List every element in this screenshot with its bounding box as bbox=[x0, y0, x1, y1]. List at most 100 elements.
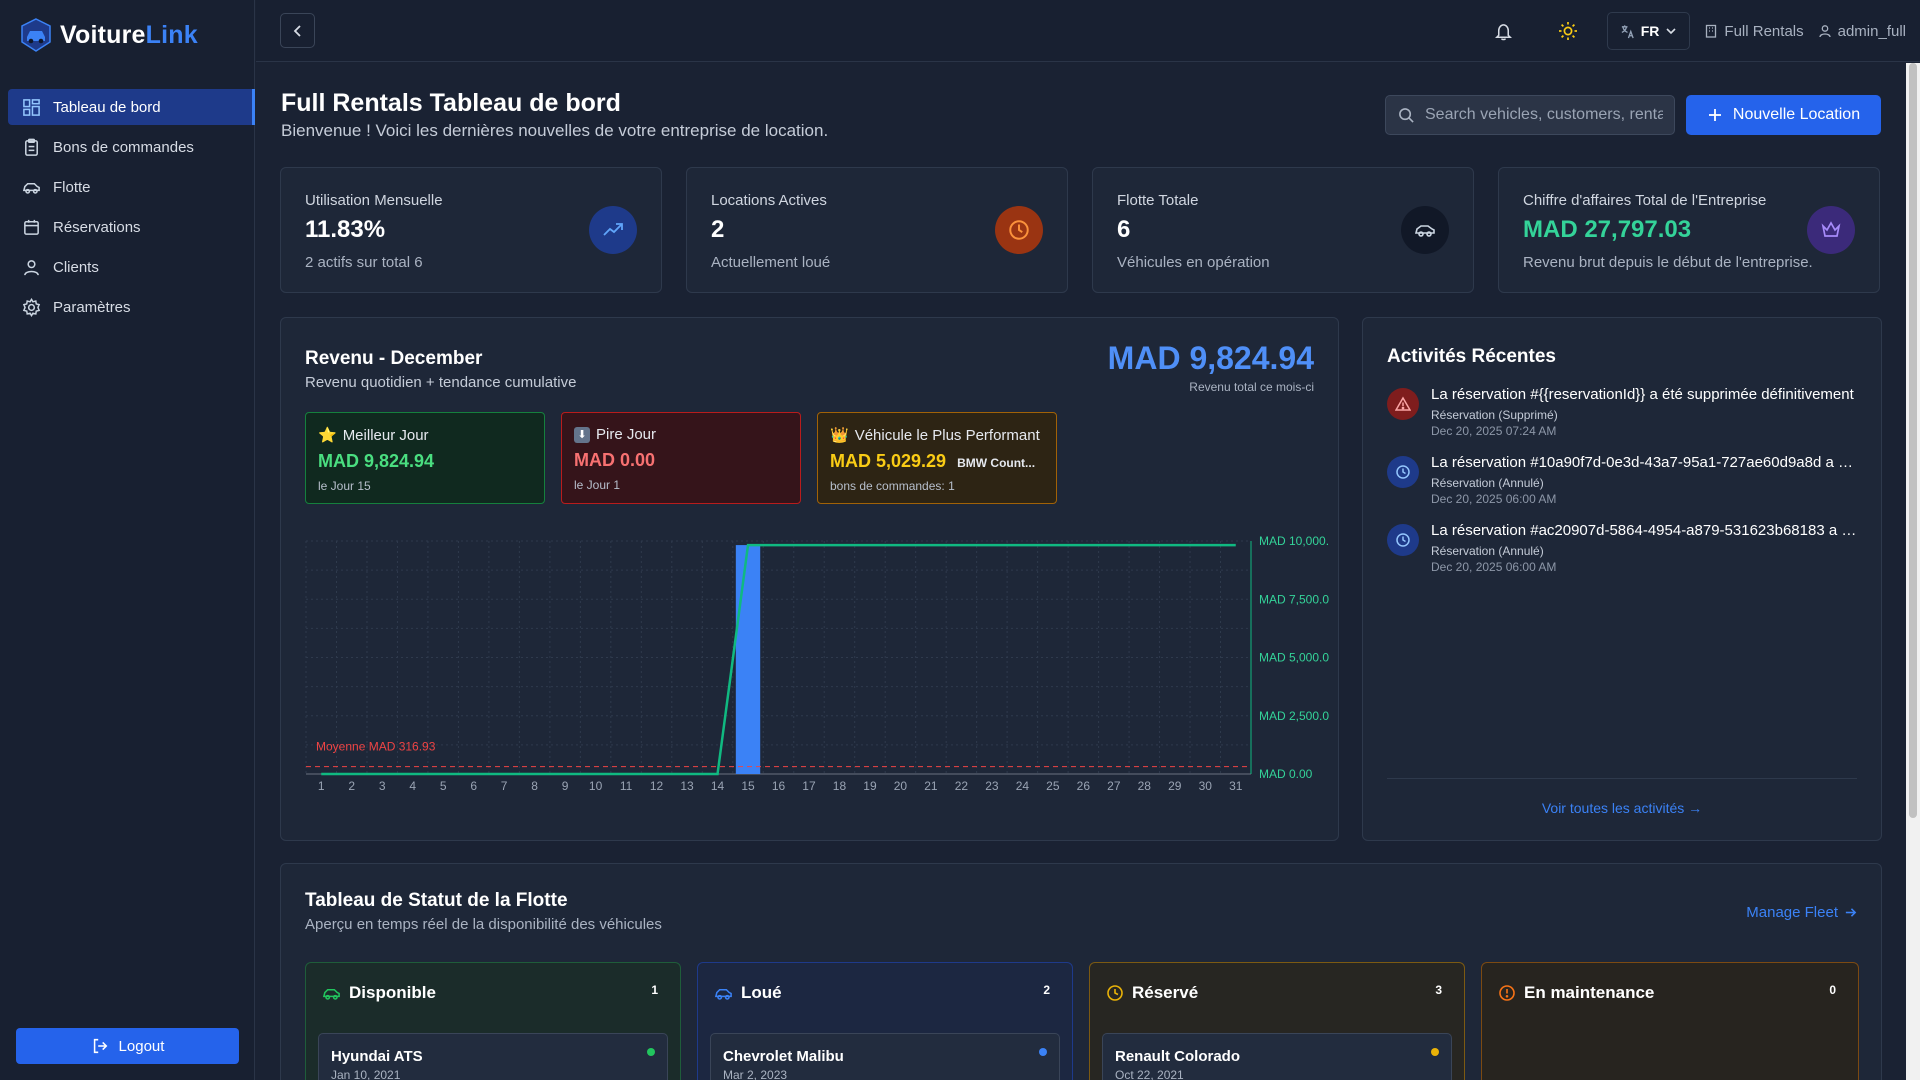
theme-toggle-button[interactable] bbox=[1553, 16, 1583, 46]
x-tick-label: 4 bbox=[409, 779, 416, 793]
activity-item[interactable]: La réservation #ac20907d-5864-4954-a879-… bbox=[1387, 522, 1857, 584]
new-rental-button[interactable]: Nouvelle Location bbox=[1686, 95, 1881, 135]
logo-icon bbox=[21, 18, 51, 52]
gear-icon bbox=[22, 297, 41, 317]
activity-item[interactable]: La réservation #{{reservationId}} a été … bbox=[1387, 386, 1857, 448]
scrollbar-thumb[interactable] bbox=[1909, 63, 1917, 818]
fleet-count: 1 bbox=[651, 983, 658, 997]
app-logo[interactable]: VoitureLink bbox=[20, 18, 198, 52]
sidebar-item-settings[interactable]: Paramètres bbox=[8, 289, 255, 325]
manage-fleet-link[interactable]: Manage Fleet bbox=[1746, 904, 1857, 921]
x-tick-label: 17 bbox=[802, 779, 816, 793]
down-arrow-icon: ⬇ bbox=[574, 426, 590, 443]
status-dot bbox=[1431, 1048, 1439, 1056]
revenue-title: Revenu - December bbox=[305, 348, 483, 369]
calendar-icon bbox=[24, 219, 39, 235]
y-tick-label: MAD 7,500.0 bbox=[1259, 592, 1329, 606]
clipboard-icon bbox=[25, 138, 38, 156]
page-subtitle: Bienvenue ! Voici les dernières nouvelle… bbox=[281, 121, 829, 140]
clock-icon bbox=[1387, 456, 1419, 488]
x-tick-label: 27 bbox=[1107, 779, 1121, 793]
notifications-button[interactable] bbox=[1489, 16, 1519, 46]
company-indicator[interactable]: Full Rentals bbox=[1704, 23, 1804, 40]
x-tick-label: 19 bbox=[863, 779, 877, 793]
activity-item[interactable]: La réservation #10a90f7d-0e3d-43a7-95a1-… bbox=[1387, 454, 1857, 516]
x-tick-label: 3 bbox=[379, 779, 386, 793]
y-tick-label: MAD 5,000.0 bbox=[1259, 651, 1329, 665]
plus-icon bbox=[1708, 109, 1721, 121]
arrow-right-icon bbox=[1845, 908, 1857, 917]
x-tick-label: 30 bbox=[1199, 779, 1213, 793]
fleet-column-rented: Loué 2 Chevrolet Malibu Mar 2, 2023 bbox=[697, 962, 1073, 1080]
stat-card-active-rentals: Locations Actives 2 Actuellement loué bbox=[686, 167, 1068, 293]
collapse-sidebar-button[interactable] bbox=[280, 13, 315, 48]
car-icon bbox=[322, 988, 340, 1000]
fleet-column-reserved: Réservé 3 Renault Colorado Oct 22, 2021 bbox=[1089, 962, 1465, 1080]
x-tick-label: 22 bbox=[955, 779, 969, 793]
x-tick-label: 18 bbox=[833, 779, 847, 793]
x-tick-label: 9 bbox=[562, 779, 569, 793]
search-input[interactable] bbox=[1425, 106, 1663, 124]
view-all-activities-link[interactable]: Voir toutes les activités → bbox=[1541, 800, 1703, 816]
logout-icon bbox=[93, 1038, 107, 1054]
trending-up-icon bbox=[589, 206, 637, 254]
x-tick-label: 12 bbox=[650, 779, 664, 793]
vehicle-card[interactable]: Chevrolet Malibu Mar 2, 2023 bbox=[710, 1033, 1060, 1080]
sidebar-item-fleet[interactable]: Flotte bbox=[8, 169, 255, 205]
x-tick-label: 2 bbox=[348, 779, 355, 793]
x-tick-label: 28 bbox=[1138, 779, 1152, 793]
revenue-chart: MAD 10,000. MAD 7,500.0 MAD 5,000.0 MAD 2,5… bbox=[305, 536, 1329, 793]
revenue-panel: Revenu - December Revenu quotidien + ten… bbox=[280, 317, 1339, 841]
top-vehicle-name: BMW Count... bbox=[957, 456, 1036, 470]
sidebar-item-dashboard[interactable]: Tableau de bord bbox=[8, 89, 255, 125]
x-tick-label: 23 bbox=[985, 779, 999, 793]
stat-card-utilization: Utilisation Mensuelle 11.83% 2 actifs su… bbox=[280, 167, 662, 293]
x-tick-label: 7 bbox=[501, 779, 508, 793]
sidebar-item-clients[interactable]: Clients bbox=[8, 249, 255, 285]
status-dot bbox=[647, 1048, 655, 1056]
clock-icon bbox=[1387, 524, 1419, 556]
logout-button[interactable]: Logout bbox=[16, 1028, 239, 1064]
sidebar: VoitureLink Tableau de bord Bons de comm… bbox=[0, 0, 255, 1080]
y-tick-label: MAD 10,000. bbox=[1259, 536, 1329, 548]
sidebar-item-label: Clients bbox=[53, 258, 99, 276]
search-box[interactable] bbox=[1385, 95, 1675, 135]
user-menu[interactable]: admin_full bbox=[1818, 23, 1906, 40]
revenue-subtitle: Revenu quotidien + tendance cumulative bbox=[305, 374, 577, 391]
alert-circle-icon bbox=[1499, 985, 1515, 1001]
x-tick-label: 29 bbox=[1168, 779, 1182, 793]
topbar-actions: FR Full Rentals admin_full bbox=[1489, 12, 1906, 50]
activities-panel: Activités Récentes La réservation #{{res… bbox=[1362, 317, 1882, 841]
x-tick-label: 5 bbox=[440, 779, 447, 793]
chevron-down-icon bbox=[1666, 28, 1676, 35]
sidebar-item-orders[interactable]: Bons de commandes bbox=[8, 129, 255, 165]
x-tick-label: 10 bbox=[589, 779, 603, 793]
vehicle-card[interactable]: Renault Colorado Oct 22, 2021 bbox=[1102, 1033, 1452, 1080]
user-icon bbox=[1818, 25, 1831, 38]
fleet-count: 0 bbox=[1829, 983, 1836, 997]
search-icon bbox=[1399, 107, 1414, 123]
car-icon bbox=[1401, 206, 1449, 254]
star-icon: ⭐ bbox=[318, 427, 337, 444]
fleet-column-maintenance: En maintenance 0 bbox=[1481, 962, 1859, 1080]
main-content: Full Rentals Tableau de bord Bienvenue !… bbox=[256, 63, 1900, 1080]
clock-icon bbox=[995, 206, 1043, 254]
x-tick-label: 25 bbox=[1046, 779, 1060, 793]
language-select[interactable]: FR bbox=[1606, 12, 1691, 50]
vehicle-card[interactable]: Hyundai ATS Jan 10, 2021 bbox=[318, 1033, 668, 1080]
page-scrollbar[interactable] bbox=[1906, 63, 1920, 1080]
car-icon bbox=[22, 182, 40, 194]
x-tick-label: 14 bbox=[711, 779, 725, 793]
chevron-left-icon bbox=[293, 24, 301, 37]
bell-icon bbox=[1495, 23, 1513, 40]
x-tick-label: 16 bbox=[772, 779, 786, 793]
fleet-title: Tableau de Statut de la Flotte bbox=[305, 890, 568, 911]
page-title: Full Rentals Tableau de bord bbox=[281, 89, 621, 117]
x-tick-label: 26 bbox=[1077, 779, 1091, 793]
user-icon bbox=[24, 259, 39, 275]
y-tick-label: MAD 0.00 bbox=[1259, 767, 1313, 781]
sidebar-item-reservations[interactable]: Réservations bbox=[8, 209, 255, 245]
x-tick-label: 11 bbox=[620, 779, 633, 793]
x-tick-label: 1 bbox=[318, 779, 325, 793]
x-tick-label: 31 bbox=[1229, 779, 1243, 793]
